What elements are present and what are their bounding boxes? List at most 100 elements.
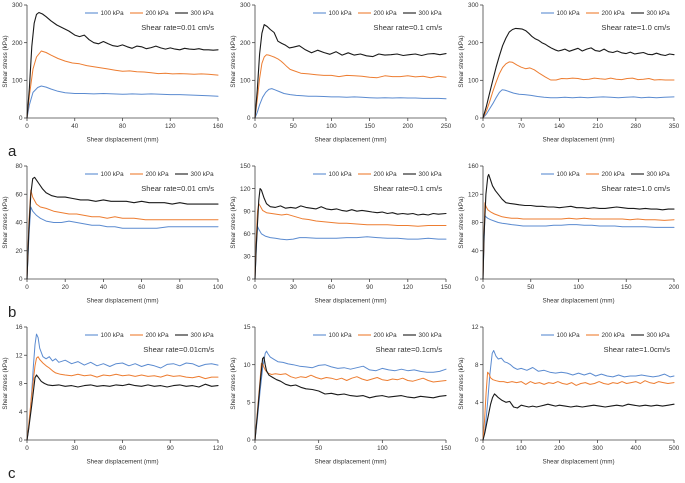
- chart-panel-c2: 0 50 100 150 0 5 10 15 Shear displacement (mm) Sh…: [228, 322, 456, 467]
- figure-row-a: 0 40 80 120 160 0 100 200 300 Shear displacement …: [0, 0, 685, 161]
- x-tick-label: 50: [290, 123, 298, 130]
- series-line-200-kpa: [254, 54, 447, 119]
- legend-label: 100 kPa: [329, 332, 353, 339]
- figure-row-b: 0 20 40 60 80 100 0 20 40 60 80 Shear displacement …: [0, 161, 685, 322]
- series-line-300-kpa: [26, 11, 219, 119]
- y-tick-label: 60: [15, 191, 23, 198]
- axes: [254, 5, 446, 119]
- x-tick-label: 0: [25, 284, 29, 291]
- series-line-300-kpa: [482, 173, 675, 280]
- y-axis-label: Shear stress (kPa): [458, 35, 465, 87]
- x-tick-label: 280: [631, 123, 642, 130]
- legend-label: 300 kPa: [419, 10, 443, 17]
- x-tick-label: 100: [213, 284, 224, 291]
- x-tick-label: 40: [71, 123, 79, 130]
- y-tick-label: 0: [19, 115, 23, 122]
- x-tick-label: 350: [669, 123, 680, 130]
- x-tick-label: 120: [213, 445, 224, 452]
- x-tick-label: 50: [315, 445, 323, 452]
- y-tick-label: 20: [15, 248, 23, 255]
- annotation-shear-rate: Shear rate=0.1cm/s: [376, 345, 443, 354]
- y-axis-label: Shear stress (kPa): [230, 196, 237, 248]
- annotation-shear-rate: Shear rate=1.0 cm/s: [601, 184, 670, 193]
- y-tick-label: 4: [475, 400, 479, 407]
- legend-label: 300 kPa: [647, 332, 671, 339]
- y-tick-label: 200: [12, 40, 23, 47]
- legend-label: 100 kPa: [557, 171, 581, 178]
- x-tick-label: 50: [527, 284, 535, 291]
- axes: [254, 166, 446, 280]
- series-line-100-kpa: [482, 214, 675, 280]
- x-tick-label: 0: [25, 445, 29, 452]
- annotation-shear-rate: Shear rate=1.0cm/s: [604, 345, 671, 354]
- chart-panel-a3: 0 70 140 210 280 350 0 100 200 300 Shear displacem…: [456, 0, 685, 145]
- y-tick-label: 60: [243, 231, 251, 238]
- y-tick-label: 10: [243, 362, 251, 369]
- x-tick-label: 300: [592, 445, 603, 452]
- x-tick-label: 100: [326, 123, 337, 130]
- y-tick-label: 16: [15, 324, 23, 331]
- y-tick-label: 80: [471, 220, 479, 227]
- y-tick-label: 0: [247, 115, 251, 122]
- series-line-300-kpa: [482, 27, 675, 119]
- y-axis-label: Shear stress (kPa): [458, 196, 465, 248]
- series-line-200-kpa: [254, 203, 447, 280]
- y-tick-label: 120: [240, 186, 251, 193]
- y-tick-label: 300: [240, 2, 251, 9]
- chart-panel-b3: 0 50 100 150 200 0 40 80 120 160 Shear displacemen…: [456, 161, 685, 306]
- y-tick-label: 15: [243, 324, 251, 331]
- x-tick-label: 0: [25, 123, 29, 130]
- series-line-200-kpa: [26, 356, 219, 441]
- legend-label: 300 kPa: [191, 332, 215, 339]
- x-tick-label: 150: [621, 284, 632, 291]
- y-tick-label: 0: [247, 276, 251, 283]
- legend-label: 200 kPa: [374, 10, 398, 17]
- row-label-a: a: [8, 143, 17, 160]
- legend-label: 200 kPa: [602, 332, 626, 339]
- x-tick-label: 60: [138, 284, 146, 291]
- x-tick-label: 150: [441, 445, 452, 452]
- y-tick-label: 300: [12, 2, 23, 9]
- series-line-200-kpa: [26, 189, 219, 280]
- x-tick-label: 30: [71, 445, 79, 452]
- y-tick-label: 0: [475, 437, 479, 444]
- series-line-100-kpa: [254, 350, 447, 441]
- series-line-100-kpa: [254, 225, 447, 280]
- legend-label: 300 kPa: [419, 171, 443, 178]
- y-tick-label: 120: [468, 191, 479, 198]
- x-tick-label: 400: [631, 445, 642, 452]
- series-line-300-kpa: [254, 356, 447, 441]
- x-tick-label: 20: [62, 284, 70, 291]
- chart-svg-b2: 0 30 60 90 120 150 0 30 60 90 120 150 Shear displace…: [230, 163, 452, 305]
- legend-label: 300 kPa: [647, 171, 671, 178]
- legend-label: 300 kPa: [419, 332, 443, 339]
- y-tick-label: 8: [475, 362, 479, 369]
- chart-svg-b3: 0 50 100 150 200 0 40 80 120 160 Shear displacemen…: [458, 163, 680, 304]
- y-tick-label: 80: [15, 163, 23, 170]
- x-tick-label: 120: [403, 284, 414, 291]
- x-tick-label: 200: [554, 445, 565, 452]
- annotation-shear-rate: Shear rate=0.01cm/s: [143, 345, 214, 354]
- series-line-200-kpa: [26, 50, 219, 119]
- chart-panel-a2: 0 50 100 150 200 250 0 100 200 300 Shear displacem…: [228, 0, 456, 145]
- series-line-200-kpa: [254, 362, 447, 441]
- x-axis-label: Shear displacement (mm): [314, 298, 386, 305]
- legend-label: 300 kPa: [191, 10, 215, 17]
- x-tick-label: 0: [253, 284, 257, 291]
- x-tick-label: 0: [481, 284, 485, 291]
- x-tick-label: 0: [481, 445, 485, 452]
- chart-svg-c3: 0 100 200 300 400 500 0 4 8 12 Shear displacement …: [458, 324, 680, 465]
- series-line-100-kpa: [26, 85, 219, 119]
- y-axis-label: Shear stress (kPa): [230, 357, 237, 409]
- series-line-300-kpa: [482, 393, 675, 441]
- chart-svg-c2: 0 50 100 150 0 5 10 15 Shear displacement (mm) Sh…: [230, 324, 452, 465]
- series-line-100-kpa: [26, 333, 219, 441]
- y-tick-label: 40: [471, 248, 479, 255]
- x-tick-label: 30: [290, 284, 298, 291]
- x-tick-label: 100: [573, 284, 584, 291]
- x-tick-label: 140: [554, 123, 565, 130]
- series-line-100-kpa: [482, 89, 675, 119]
- series-line-300-kpa: [26, 176, 219, 280]
- x-tick-label: 160: [213, 123, 224, 130]
- y-tick-label: 150: [240, 163, 251, 170]
